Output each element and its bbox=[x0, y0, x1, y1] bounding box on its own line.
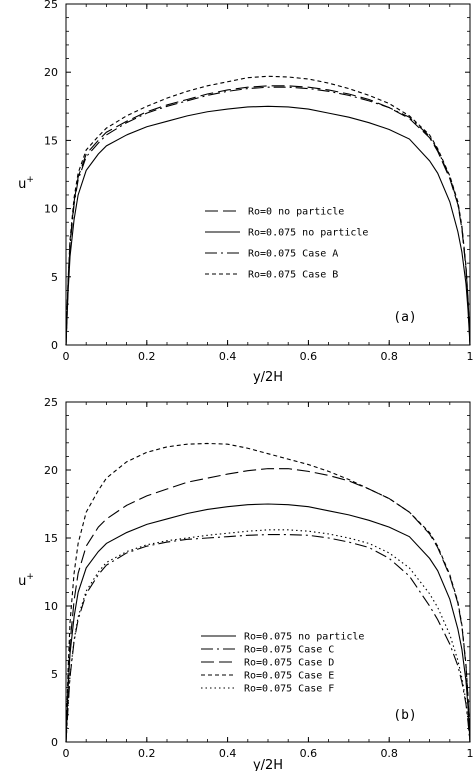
panel-label: (a) bbox=[393, 310, 416, 325]
legend-label: Ro=0.075 Case D bbox=[244, 658, 334, 669]
y-tick-label: 10 bbox=[44, 203, 58, 216]
y-tick-label: 20 bbox=[44, 464, 58, 477]
series-line-3 bbox=[65, 468, 471, 743]
x-tick-label: 0.6 bbox=[300, 747, 318, 760]
x-tick-label: 1 bbox=[467, 747, 474, 760]
y-tick-label: 25 bbox=[44, 396, 58, 409]
plot-frame bbox=[65, 3, 471, 346]
y-tick-label: 0 bbox=[51, 736, 58, 749]
x-axis-label: y/2H bbox=[253, 370, 283, 385]
y-tick-label: 25 bbox=[44, 0, 58, 11]
x-tick-label: 0 bbox=[63, 747, 70, 760]
series-line-4 bbox=[65, 75, 471, 346]
y-tick-label: 5 bbox=[51, 271, 58, 284]
x-axis-label: y/2H bbox=[253, 758, 283, 771]
y-axis-label: u+ bbox=[18, 175, 34, 192]
x-tick-label: 1 bbox=[467, 350, 474, 363]
legend-label: Ro=0.075 no particle bbox=[248, 228, 368, 239]
legend-label: Ro=0.075 Case B bbox=[248, 270, 338, 281]
x-tick-label: 0 bbox=[63, 350, 70, 363]
x-tick-label: 0.6 bbox=[300, 350, 318, 363]
series-line-3 bbox=[65, 86, 471, 346]
series-line-4 bbox=[65, 442, 471, 743]
x-tick-label: 0.2 bbox=[138, 350, 156, 363]
legend-label: Ro=0.075 Case F bbox=[244, 684, 334, 695]
x-tick-label: 0.4 bbox=[219, 747, 237, 760]
panel-label: (b) bbox=[393, 708, 416, 723]
legend: Ro=0 no particle Ro=0.075 no particle Ro=0… bbox=[205, 207, 368, 281]
legend-label: Ro=0 no particle bbox=[248, 207, 344, 218]
legend-label: Ro=0.075 no particle bbox=[244, 632, 364, 643]
y-tick-label: 15 bbox=[44, 532, 58, 545]
y-tick-label: 5 bbox=[51, 668, 58, 681]
y-tick-label: 20 bbox=[44, 66, 58, 79]
series-line-1 bbox=[65, 503, 471, 743]
series-line-2 bbox=[65, 534, 471, 743]
y-axis-label-superscript: + bbox=[26, 175, 34, 185]
y-axis-label: u+ bbox=[18, 572, 34, 589]
legend-label: Ro=0.075 Case E bbox=[244, 671, 334, 682]
y-tick-label: 15 bbox=[44, 134, 58, 147]
legend-label: Ro=0.075 Case A bbox=[248, 249, 338, 260]
legend-label: Ro=0.075 Case C bbox=[244, 645, 334, 656]
y-tick-label: 10 bbox=[44, 600, 58, 613]
legend: Ro=0.075 no particle Ro=0.075 Case C Ro=0.… bbox=[201, 632, 364, 695]
y-tick-label: 0 bbox=[51, 339, 58, 352]
x-tick-label: 0.4 bbox=[219, 350, 237, 363]
x-tick-label: 0.8 bbox=[380, 350, 398, 363]
series-line-2 bbox=[65, 105, 471, 346]
y-axis-label-superscript: + bbox=[26, 572, 34, 582]
x-tick-label: 0.8 bbox=[380, 747, 398, 760]
x-tick-label: 0.2 bbox=[138, 747, 156, 760]
